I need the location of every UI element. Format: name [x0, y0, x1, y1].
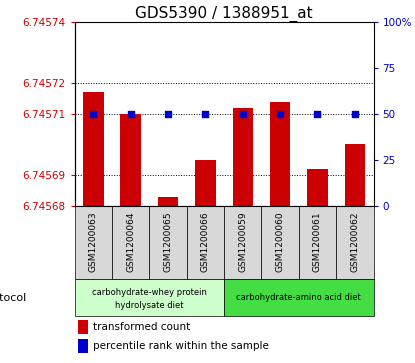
Point [165, 111, 171, 117]
Point [202, 111, 209, 117]
Bar [75, 206, 112, 280]
Bar [187, 206, 224, 280]
Bar [78, 320, 88, 334]
Bar [195, 160, 216, 206]
Point [352, 111, 358, 117]
Bar [149, 206, 187, 280]
Text: GSM1200060: GSM1200060 [276, 212, 285, 272]
Bar [307, 169, 328, 206]
Point [277, 111, 283, 117]
Bar [224, 206, 261, 280]
Bar [158, 197, 178, 206]
Text: carbohydrate-whey protein: carbohydrate-whey protein [92, 288, 207, 297]
Text: protocol: protocol [0, 293, 26, 303]
Text: carbohydrate-amino acid diet: carbohydrate-amino acid diet [237, 293, 361, 302]
Bar [75, 280, 224, 316]
Bar [261, 206, 299, 280]
Point [90, 111, 97, 117]
Text: GSM1200065: GSM1200065 [164, 212, 173, 272]
Text: GSM1200064: GSM1200064 [126, 212, 135, 272]
Bar [120, 114, 141, 206]
Point [127, 111, 134, 117]
Bar [78, 339, 88, 352]
Title: GDS5390 / 1388951_at: GDS5390 / 1388951_at [135, 5, 313, 22]
Point [314, 111, 321, 117]
Text: percentile rank within the sample: percentile rank within the sample [93, 341, 269, 351]
Text: GSM1200063: GSM1200063 [89, 212, 98, 272]
Bar [299, 206, 336, 280]
Point [239, 111, 246, 117]
Bar [224, 280, 374, 316]
Text: GSM1200066: GSM1200066 [201, 212, 210, 272]
Bar [83, 92, 104, 206]
Text: transformed count: transformed count [93, 322, 190, 332]
Bar [232, 108, 253, 206]
Text: GSM1200062: GSM1200062 [350, 212, 359, 272]
Bar [112, 206, 149, 280]
Bar [344, 144, 365, 206]
Bar [336, 206, 374, 280]
Bar [270, 102, 290, 206]
Text: GSM1200059: GSM1200059 [238, 212, 247, 272]
Text: GSM1200061: GSM1200061 [313, 212, 322, 272]
Text: hydrolysate diet: hydrolysate diet [115, 301, 184, 310]
